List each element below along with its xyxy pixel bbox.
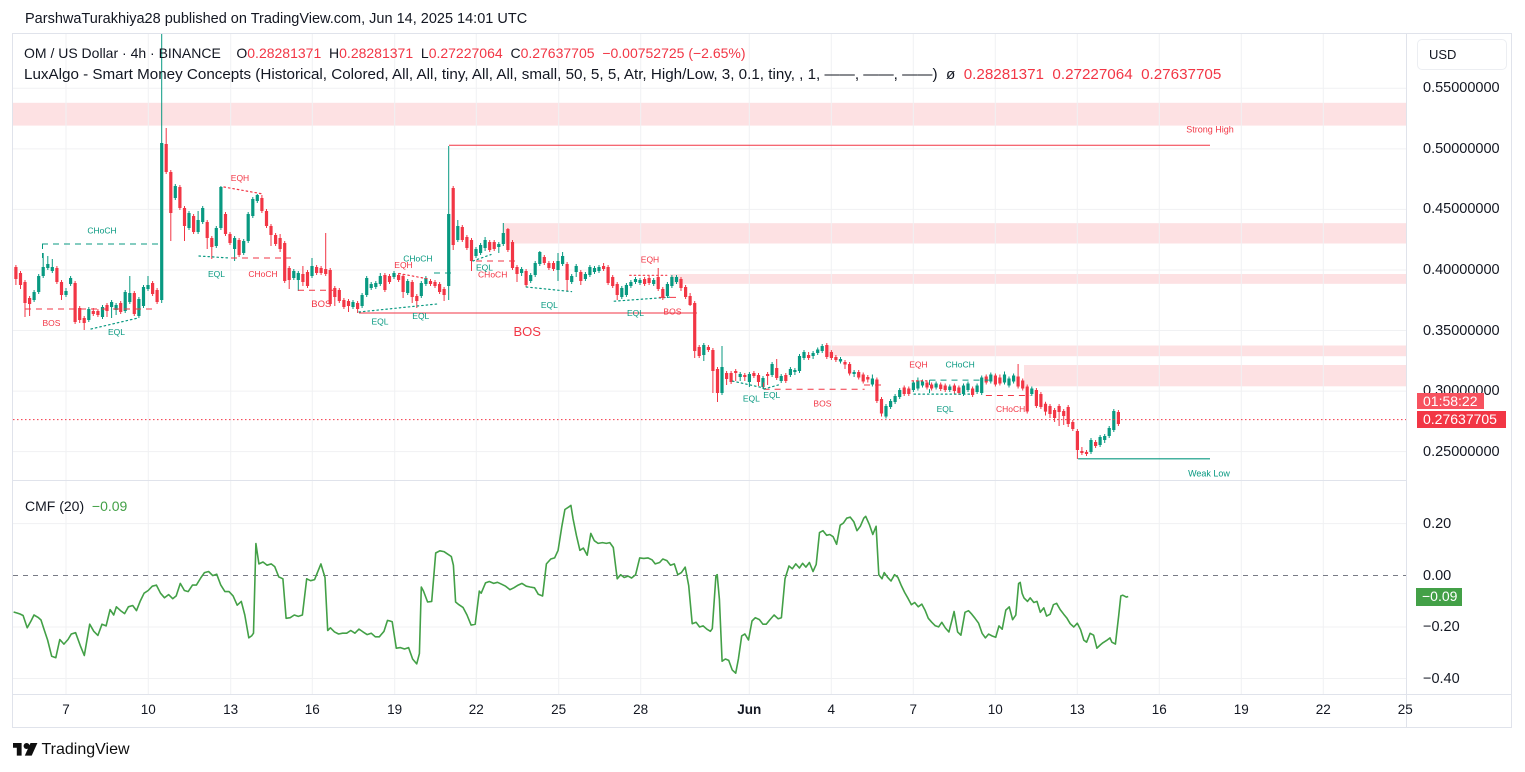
svg-text:EQL: EQL <box>412 311 429 321</box>
svg-text:EQH: EQH <box>394 260 412 270</box>
svg-text:EQL: EQL <box>371 317 388 327</box>
svg-text:Strong High: Strong High <box>1186 125 1234 135</box>
svg-text:CHoCH: CHoCH <box>248 269 277 279</box>
svg-text:EQL: EQL <box>627 308 644 318</box>
svg-text:BOS: BOS <box>43 318 61 328</box>
svg-text:CHoCH: CHoCH <box>403 254 432 264</box>
svg-text:EQL: EQL <box>476 263 493 273</box>
svg-text:CHoCH: CHoCH <box>478 270 507 280</box>
svg-text:BOS: BOS <box>813 399 831 409</box>
svg-text:EQL: EQL <box>208 269 225 279</box>
svg-text:EQL: EQL <box>743 394 760 404</box>
svg-text:BOS: BOS <box>311 299 331 310</box>
svg-text:EQH: EQH <box>641 255 659 265</box>
svg-text:EQH: EQH <box>909 360 927 370</box>
svg-text:EQH: EQH <box>231 173 249 183</box>
svg-text:CHoCH: CHoCH <box>996 404 1025 414</box>
svg-text:BOS: BOS <box>663 307 681 317</box>
svg-text:EQL: EQL <box>937 404 954 414</box>
svg-text:CHoCH: CHoCH <box>945 360 974 370</box>
svg-text:EQL: EQL <box>763 390 780 400</box>
svg-text:CHoCH: CHoCH <box>87 226 116 236</box>
svg-text:BOS: BOS <box>513 324 541 339</box>
svg-text:EQL: EQL <box>541 300 558 310</box>
svg-text:EQL: EQL <box>108 327 125 337</box>
svg-text:Weak Low: Weak Low <box>1188 469 1230 479</box>
